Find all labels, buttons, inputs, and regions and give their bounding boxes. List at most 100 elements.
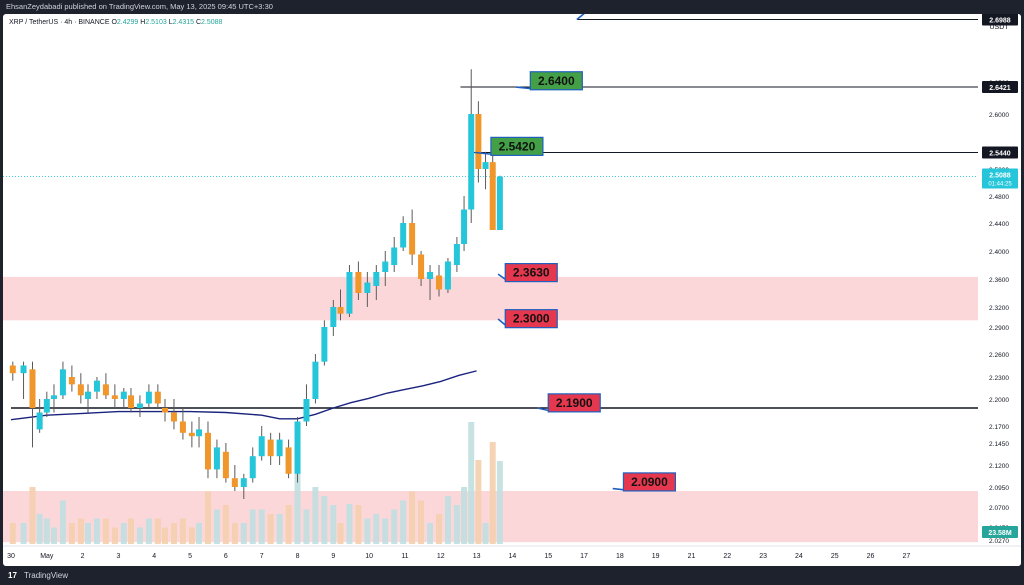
volume-bar [453,505,460,544]
candle-body [294,421,301,474]
candle-body [145,391,152,404]
volume-bar [188,527,195,544]
y-tick-label: 2.1450 [989,441,1009,448]
candle-body [321,327,328,362]
candle-body [196,429,203,437]
volume-bar [111,527,118,544]
volume-tag-label: 23.58M [988,530,1012,537]
candle-body [29,369,36,408]
candle-body [427,272,434,279]
price-tag [982,146,1018,159]
x-tick-label: May [40,553,54,560]
annotation-label: 2.1900 [556,396,593,410]
volume-bar [50,527,57,544]
volume-bar [29,487,36,544]
candle-body [482,162,489,169]
volume-bar [364,518,371,544]
volume-bar [179,518,186,544]
annotation-pointer [474,151,494,156]
candle-body [418,254,425,279]
x-tick-label: 9 [331,553,335,560]
tradingview-logo-icon[interactable]: 17 [8,571,17,580]
annotation-label: 2.3630 [513,266,550,280]
candle-body [461,209,468,244]
candle-body [213,447,220,470]
annotation-box [490,136,544,156]
y-tick-label: 2.0270 [989,538,1009,545]
candle-body [50,395,57,399]
price-tag-label: 2.6988 [989,18,1011,25]
volume-bar [240,523,247,544]
candle-body [303,399,310,422]
y-tick-label: 2.1200 [989,463,1009,470]
y-tick-label: 2.0700 [989,505,1009,512]
x-tick-label: 13 [473,553,481,560]
volume-bar [196,523,203,544]
footer-bar: 17 TradingView [0,566,1024,585]
annotation-label: 2.0900 [631,475,668,489]
x-tick-label: 6 [224,553,228,560]
x-tick-label: 15 [544,553,552,560]
footer-brand[interactable]: TradingView [24,571,69,580]
volume-bar [213,509,220,544]
candle-body [222,451,229,479]
candle-body [102,384,109,396]
volume-bar [68,523,75,544]
candle-body [120,391,127,399]
candle-body [312,361,319,399]
volume-bar [249,509,256,544]
publisher-bar: EhsanZeydabadi published on TradingView.… [0,0,1024,14]
candle-body [136,403,143,408]
candle-body [285,447,292,474]
volume-bar [391,509,398,544]
volume-bar [162,527,169,544]
candle-body [453,244,460,265]
candle-body [204,432,211,470]
candle-body [258,436,265,457]
volume-bar [136,527,143,544]
candle-body [20,365,27,374]
volume-bar [145,518,152,544]
candle-body [355,272,362,293]
volume-bar [482,523,489,544]
annotation-box [529,71,583,91]
candle-body [468,114,475,210]
candle-body [127,395,134,408]
x-tick-label: 18 [616,553,624,560]
candle-body [409,223,416,255]
annotation-label: 2.6400 [538,74,575,88]
volume-bar [267,514,274,544]
volume-bar [36,514,43,544]
candle-body [382,261,389,272]
volume-bar [337,523,344,544]
volume-bar [435,514,442,544]
x-tick-label: 27 [902,553,910,560]
candle-body [179,421,186,433]
support-zone [3,276,978,321]
candle-body [68,377,75,385]
candle-body [59,369,66,396]
volume-bar [355,505,362,544]
annotation-box [504,263,558,283]
candle-body [267,439,274,457]
annotation-label: 2.3000 [513,312,550,326]
volume-bar [312,487,319,544]
price-chart[interactable]: 2.70002.64002.54202.36302.30002.19002.09… [3,14,1021,566]
candle-body [249,456,256,479]
x-tick-label: 30 [7,553,15,560]
x-tick-label: 23 [759,553,767,560]
volume-bar [204,491,211,544]
volume-bar [285,505,292,544]
countdown-label: 01:44:25 [988,182,1012,188]
candle-body [391,247,398,265]
volume-tag [982,526,1018,538]
volume-bar [276,514,283,544]
volume-bar [102,518,109,544]
volume-bar [330,505,337,544]
chart-panel: 2.70002.64002.54202.36302.30002.19002.09… [3,14,1021,566]
volume-bar [77,518,84,544]
y-tick-label: 2.3200 [989,305,1009,312]
volume-bar [20,523,27,544]
annotation-pointer [515,86,533,90]
volume-bar [496,461,503,544]
